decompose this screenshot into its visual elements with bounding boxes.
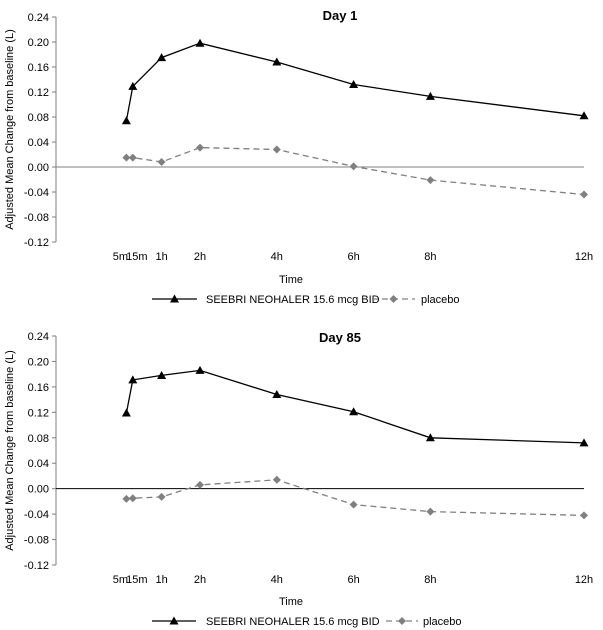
placebo-point <box>349 500 358 509</box>
placebo-point <box>196 480 204 489</box>
x-axis-title: Time <box>279 274 303 286</box>
legend-seebri-marker <box>170 294 179 303</box>
seebri-point <box>195 38 205 47</box>
y-tick-label: -0.04 <box>24 509 49 521</box>
y-tick-label: 0.24 <box>28 12 49 24</box>
placebo-point <box>580 190 588 199</box>
seebri-point <box>157 370 167 379</box>
x-tick-label: 8h <box>424 574 436 586</box>
y-tick-label: -0.08 <box>24 212 49 224</box>
seebri-point <box>272 57 282 66</box>
x-tick-label: 2h <box>194 574 206 586</box>
legend-placebo-label: placebo <box>421 294 460 306</box>
seebri-point <box>349 80 359 88</box>
y-tick-label: 0.20 <box>28 37 49 49</box>
y-tick-label: 0.12 <box>28 87 49 99</box>
y-tick-label: 0.08 <box>28 112 49 124</box>
legend: SEEBRI NEOHALER 15.6 mcg BID placebo <box>152 294 460 306</box>
y-tick-label: 0.04 <box>28 458 49 470</box>
seebri-point <box>579 438 589 447</box>
seebri-point <box>157 53 167 62</box>
chart-title: Day 1 <box>323 8 358 23</box>
y-tick-label: 0.16 <box>28 62 49 74</box>
seebri-point <box>121 408 131 417</box>
x-tick-label: 12h <box>575 251 593 263</box>
y-tick-label: -0.04 <box>24 187 49 199</box>
chart-title: Day 85 <box>319 330 361 345</box>
x-tick-label: 15m <box>126 574 147 586</box>
placebo-series-line <box>126 479 585 517</box>
legend-seebri-label: SEEBRI NEOHALER 15.6 mcg BID <box>206 616 380 628</box>
placebo-series-line <box>126 146 585 196</box>
seebri-point <box>425 433 435 442</box>
x-tick-label: 1h <box>155 251 167 263</box>
placebo-point <box>128 494 137 503</box>
seebri-point <box>425 91 435 100</box>
placebo-point <box>196 143 204 152</box>
day1-panel: Day 1 -0.12 -0.08 -0.04 0.00 0.04 0.08 0.12 0.16… <box>4 8 593 306</box>
seebri-point <box>195 365 205 374</box>
seebri-series-line <box>125 42 585 121</box>
placebo-point <box>122 153 131 162</box>
x-tick-label: 15m <box>126 251 147 263</box>
x-tick-label: 1h <box>155 574 167 586</box>
placebo-point <box>272 145 281 154</box>
y-tick-label: 0.16 <box>28 382 49 394</box>
x-tick-label: 6h <box>347 574 359 586</box>
legend: SEEBRI NEOHALER 15.6 mcg BID placebo <box>152 616 462 628</box>
y-axis-title: Adjusted Mean Change from baseline (L) <box>4 29 16 230</box>
placebo-point <box>426 176 435 185</box>
y-tick-label: 0.20 <box>28 356 49 368</box>
seebri-series-line <box>125 369 585 444</box>
placebo-point <box>426 507 435 516</box>
seebri-point <box>128 81 138 90</box>
y-tick-label: 0.00 <box>28 484 49 496</box>
y-axis-title: Adjusted Mean Change from baseline (L) <box>4 350 16 551</box>
legend-placebo-label: placebo <box>423 616 462 628</box>
y-tick-label: 0.00 <box>28 162 49 174</box>
y-tick-label: 0.08 <box>28 433 49 445</box>
x-axis-title: Time <box>279 596 303 608</box>
x-tick-label: 5m <box>113 251 128 263</box>
y-tick-label: -0.12 <box>24 560 49 572</box>
legend-placebo-marker <box>398 617 406 625</box>
x-tick-label: 4h <box>271 251 283 263</box>
y-tick-label: -0.12 <box>24 237 49 249</box>
day85-panel: Day 85 -0.12 -0.08 -0.04 0.00 0.04 0.08 0.12 0.1… <box>4 330 593 628</box>
legend-seebri-marker <box>169 616 179 625</box>
y-tick-label: 0.24 <box>28 331 49 343</box>
placebo-point <box>580 511 588 520</box>
y-tick-label: 0.04 <box>28 137 49 149</box>
placebo-point <box>272 475 281 484</box>
placebo-point <box>157 158 166 166</box>
placebo-point <box>128 153 137 162</box>
seebri-point <box>128 375 138 384</box>
seebri-point <box>349 407 359 416</box>
placebo-point <box>349 162 358 171</box>
x-tick-label: 4h <box>271 574 283 586</box>
seebri-point <box>272 390 282 399</box>
x-tick-label: 5m <box>113 574 128 586</box>
y-tick-label: -0.08 <box>24 535 49 547</box>
seebri-point <box>121 116 131 125</box>
placebo-point <box>157 492 166 501</box>
x-tick-label: 2h <box>194 251 206 263</box>
legend-placebo-marker <box>389 295 398 303</box>
seebri-point <box>579 111 589 120</box>
x-tick-label: 8h <box>424 251 436 263</box>
y-tick-label: 0.12 <box>28 407 49 419</box>
x-tick-label: 6h <box>347 251 359 263</box>
x-tick-label: 12h <box>575 574 593 586</box>
placebo-point <box>122 494 131 503</box>
legend-seebri-label: SEEBRI NEOHALER 15.6 mcg BID <box>206 294 380 306</box>
